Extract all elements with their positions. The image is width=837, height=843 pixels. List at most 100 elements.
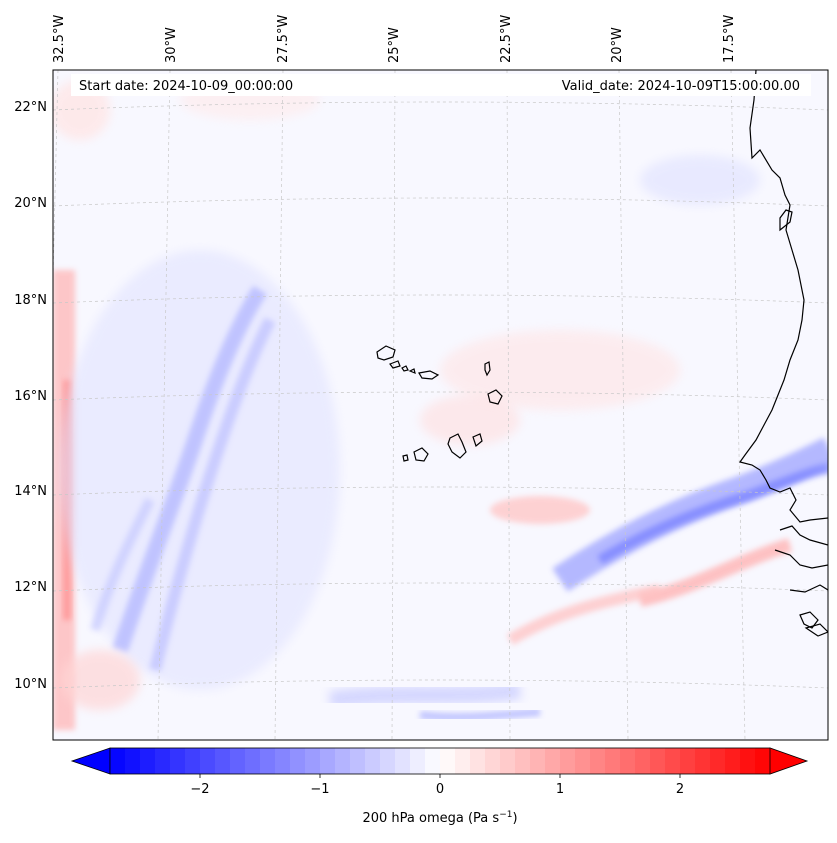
colorbar-units-exponent: −1 [499,810,512,820]
gridline-lon-27-5w [274,70,284,740]
colorbar-bin [695,748,711,774]
omega-positive-streak-se [506,584,662,646]
omega-negative-band-south [328,681,522,709]
colorbar-bin [185,748,201,774]
coastline-west-africa [738,70,828,523]
colorbar-bin [215,748,231,774]
longitude-label: 25°W [387,27,402,63]
gridline-lon-17-5w [730,70,746,740]
omega-positive-patch-center [440,330,680,410]
island-boa-vista [487,389,503,405]
gridline-lat-12n [53,582,828,592]
colorbar-bin [440,748,456,774]
colorbar-bin [500,748,516,774]
colorbar-bin [170,748,186,774]
colorbar-bin [635,748,651,774]
longitude-label: 20°W [610,27,625,63]
colorbar-bin [290,748,306,774]
colorbar-bin [530,748,546,774]
island-sao-nicolau [418,370,440,380]
longitude-label: 22.5°W [499,15,514,63]
island-santo-antao [376,345,396,361]
colorbar-variable: 200 hPa omega [362,811,463,826]
island-sao-vicente [389,360,401,369]
omega-positive-patch-south [490,496,590,524]
colorbar-bin [200,748,216,774]
gridline-lon-25w [391,70,396,740]
omega-negative-streak-1 [112,285,267,653]
colorbar-label: 200 hPa omega (Pa s−1) [362,810,517,826]
longitude-label: 30°W [164,27,179,63]
colorbar-bin [725,748,741,774]
latitude-label: 18°N [14,293,47,308]
colorbar-bin [650,748,666,774]
longitude-label: 32.5°W [52,15,67,63]
colorbar-bin [395,748,411,774]
gridline-lat-22n [53,101,828,111]
colorbar-bin [605,748,621,774]
colorbar-bin [485,748,501,774]
colorbar-bin [665,748,681,774]
colorbar: −2 −1 0 1 2 200 hPa omega (Pa s−1) [70,747,809,826]
colorbar-bin [260,748,276,774]
longitude-labels: 32.5°W 30°W 27.5°W 25°W 22.5°W 20°W 17.5°W [52,15,737,63]
colorbar-ticks: −2 −1 0 1 2 [190,774,684,797]
map-frame [52,69,829,741]
map-panel[interactable]: Start date: 2024-10-09_00:00:00 Valid_da… [42,69,830,741]
header-banner [71,74,811,96]
colorbar-bin [125,748,141,774]
latitude-label: 14°N [14,484,47,499]
colorbar-tick-label: 1 [556,782,564,797]
colorbar-tick-label: −1 [310,782,329,797]
longitude-label: 27.5°W [276,15,291,63]
colorbar-bin [575,748,591,774]
island-maio [472,433,483,448]
latitude-label: 16°N [14,389,47,404]
omega-negative-streak-2 [149,317,276,672]
gridline-lat-20n [53,197,828,207]
start-date-label: Start date: 2024-10-09_00:00:00 [79,79,293,94]
colorbar-bin [680,748,696,774]
gridline-lon-30w [157,70,171,740]
latitude-label: 22°N [14,100,47,115]
omega-positive-patch-sw [60,650,140,710]
coastline-cap-blanc [779,209,793,232]
gridline-lon-22-5w [506,70,511,740]
colorbar-bin [560,748,576,774]
island-santiago [447,433,467,459]
colorbar-bin [755,748,771,774]
colorbar-bin [515,748,531,774]
gridline-lat-10n [53,679,828,689]
latitude-labels: 22°N 20°N 18°N 16°N 14°N 12°N 10°N [14,100,47,692]
colorbar-bin [275,748,291,774]
valid-date-label: Valid_date: 2024-10-09T15:00:00.00 [562,79,800,94]
colorbar-tick-label: 0 [436,782,444,797]
colorbar-tick-label: 2 [676,782,684,797]
omega-negative-core-itcz [597,463,828,565]
coastline-gambia [779,525,828,546]
colorbar-bin [710,748,726,774]
gridline-lat-14n [53,486,828,496]
colorbar-bin [470,748,486,774]
colorbar-bin [740,748,756,774]
omega-positive-patch-islands [420,395,520,445]
island-brava [402,454,409,462]
gridline-lat-18n [53,294,828,304]
colorbar-bin [410,748,426,774]
coastlines [376,70,828,637]
colorbar-bin [110,748,126,774]
omega-negative-patch-north [640,155,760,205]
colorbar-units: Pa s [473,811,499,826]
colorbar-bins [110,748,771,774]
gridline-lon-20w [618,70,629,740]
island-sal [484,361,491,377]
latitude-label: 20°N [14,196,47,211]
colorbar-bin [380,748,396,774]
colorbar-bin [155,748,171,774]
latitude-label: 12°N [14,580,47,595]
omega-negative-region-west [60,250,340,690]
colorbar-bin [335,748,351,774]
colorbar-extend-high [769,747,809,775]
graticule [53,70,828,740]
